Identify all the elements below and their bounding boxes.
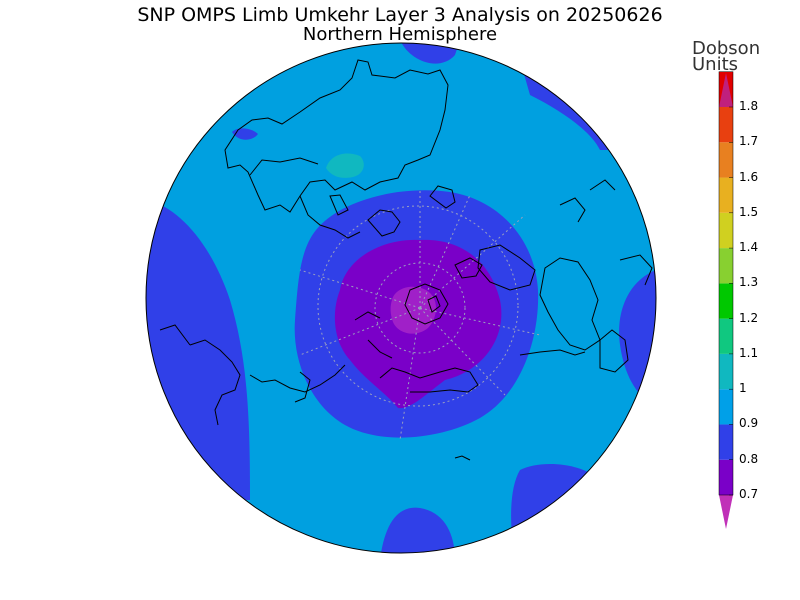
colorbar-arrow-top <box>719 73 733 107</box>
colorbar-title: Dobson Units <box>692 38 761 75</box>
colorbar-tick-label: 1.2 <box>739 310 759 325</box>
colorbar-tick-label: 1 <box>739 381 747 396</box>
coastlines <box>159 59 653 461</box>
colorbar-tick-label: 1.6 <box>739 169 759 184</box>
colorbar-tick-label: 1.5 <box>739 204 759 219</box>
colorbar-tick-label: 1.1 <box>739 345 759 360</box>
colorbar-tick-label: 1.8 <box>739 99 759 113</box>
colorbar-title-line1: Dobson <box>692 38 761 59</box>
colorbar-title-line2: Units <box>692 54 739 75</box>
colorbar-segment <box>719 283 733 319</box>
colorbar-segment <box>719 389 733 425</box>
colorbar-tick-label: 1.3 <box>739 275 759 290</box>
colorbar-tick-label: 1.7 <box>739 134 759 149</box>
colorbar-segment <box>719 212 733 249</box>
colorbar-segment <box>719 142 733 178</box>
colorbar-segment <box>719 459 733 495</box>
colorbar-tick-label: 0.8 <box>739 451 759 466</box>
colorbar-tick-label: 0.7 <box>739 487 759 501</box>
colorbar-segment <box>719 318 733 354</box>
colorbar-segment <box>719 248 733 284</box>
colorbar-tick-label: 0.9 <box>739 416 759 431</box>
map-subtitle: Northern Hemisphere <box>302 24 498 45</box>
colorbar-arrow-bottom <box>719 495 733 529</box>
colorbar-tick-label: 1.4 <box>739 240 759 255</box>
contour-region-south <box>380 507 455 553</box>
map-boundary <box>145 42 657 554</box>
colorbar-segment <box>719 424 733 460</box>
contour-region-high <box>326 153 364 178</box>
graticule <box>299 190 541 441</box>
colorbar-segment <box>719 353 733 390</box>
colorbar-segment <box>719 177 733 213</box>
map-title: SNP OMPS Limb Umkehr Layer 3 Analysis on… <box>137 4 663 26</box>
contour-region-small <box>232 128 258 140</box>
colorbar-segment <box>719 107 733 143</box>
